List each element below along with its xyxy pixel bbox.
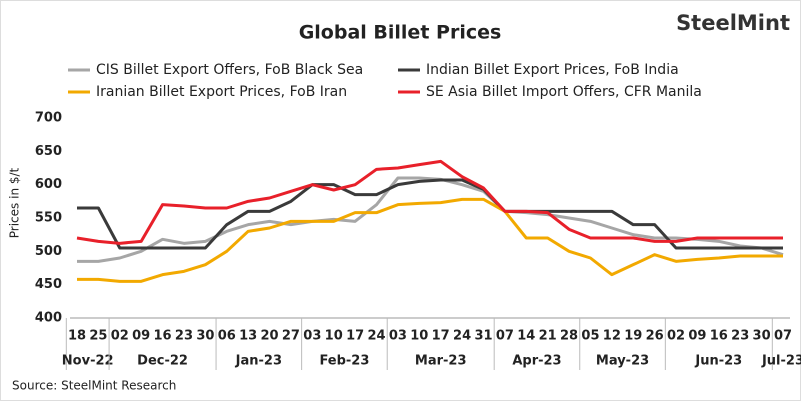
x-tick-label: 23 bbox=[731, 329, 749, 344]
x-tick-label: 18 bbox=[68, 329, 86, 344]
x-tick-label: 26 bbox=[646, 329, 664, 344]
x-tick-label: 20 bbox=[260, 329, 278, 344]
x-tick-label: 03 bbox=[389, 329, 407, 344]
x-tick-label: 09 bbox=[688, 329, 706, 344]
x-tick-label: 12 bbox=[603, 329, 621, 344]
series-line bbox=[77, 178, 783, 250]
x-tick-label: 13 bbox=[239, 329, 257, 344]
x-tick-label: 07 bbox=[774, 329, 792, 344]
x-tick-label: 16 bbox=[710, 329, 728, 344]
month-label: Jul-23 bbox=[761, 354, 801, 369]
y-tick-label: 450 bbox=[35, 277, 62, 292]
x-tick-label: 30 bbox=[196, 329, 214, 344]
x-tick-label: 30 bbox=[753, 329, 771, 344]
x-tick-label: 17 bbox=[346, 329, 364, 344]
y-tick-label: 550 bbox=[35, 211, 62, 226]
x-tick-label: 02 bbox=[111, 329, 129, 344]
month-label: Jun-23 bbox=[694, 354, 742, 369]
legend-label: Iranian Billet Export Prices, FoB Iran bbox=[96, 84, 347, 100]
x-tick-label: 10 bbox=[410, 329, 428, 344]
x-tick-label: 25 bbox=[89, 329, 107, 344]
x-tick-label: 10 bbox=[325, 329, 343, 344]
x-tick-label: 19 bbox=[624, 329, 642, 344]
series-line bbox=[76, 159, 783, 245]
x-tick-label: 24 bbox=[453, 329, 471, 344]
y-axis-label: Prices in $/t bbox=[8, 167, 22, 238]
y-tick-label: 500 bbox=[35, 244, 62, 259]
month-label: Apr-23 bbox=[512, 354, 561, 369]
y-tick-label: 600 bbox=[35, 177, 62, 192]
source: Source: SteelMint Research bbox=[12, 379, 176, 393]
x-tick-label: 03 bbox=[303, 329, 321, 344]
x-tick-label: 17 bbox=[432, 329, 450, 344]
y-tick-label: 650 bbox=[35, 144, 62, 159]
series-line bbox=[77, 197, 783, 283]
x-tick-label: 31 bbox=[474, 329, 492, 344]
chart-title: Global Billet Prices bbox=[299, 22, 502, 44]
y-tick-label: 700 bbox=[35, 111, 62, 126]
month-label: Feb-23 bbox=[319, 354, 369, 369]
logo: SteelMint bbox=[676, 11, 790, 35]
month-label: Mar-23 bbox=[415, 354, 467, 369]
month-label: May-23 bbox=[596, 354, 649, 369]
x-tick-label: 16 bbox=[154, 329, 172, 344]
x-tick-label: 23 bbox=[175, 329, 193, 344]
legend-label: SE Asia Billet Import Offers, CFR Manila bbox=[426, 84, 702, 100]
x-tick-label: 05 bbox=[581, 329, 599, 344]
x-tick-label: 02 bbox=[667, 329, 685, 344]
x-tick-label: 06 bbox=[218, 329, 236, 344]
legend-label: CIS Billet Export Offers, FoB Black Sea bbox=[96, 62, 363, 78]
month-label: Jan-23 bbox=[235, 354, 282, 369]
x-tick-label: 27 bbox=[282, 329, 300, 344]
y-tick-label: 400 bbox=[35, 311, 62, 326]
month-label: Dec-22 bbox=[137, 354, 188, 369]
legend-label: Indian Billet Export Prices, FoB India bbox=[426, 62, 679, 78]
x-tick-label: 24 bbox=[367, 329, 385, 344]
month-label: Nov-22 bbox=[62, 354, 114, 369]
x-tick-label: 07 bbox=[496, 329, 514, 344]
x-tick-label: 14 bbox=[517, 329, 535, 344]
x-tick-label: 21 bbox=[539, 329, 557, 344]
x-tick-label: 09 bbox=[132, 329, 150, 344]
x-tick-label: 28 bbox=[560, 329, 578, 344]
